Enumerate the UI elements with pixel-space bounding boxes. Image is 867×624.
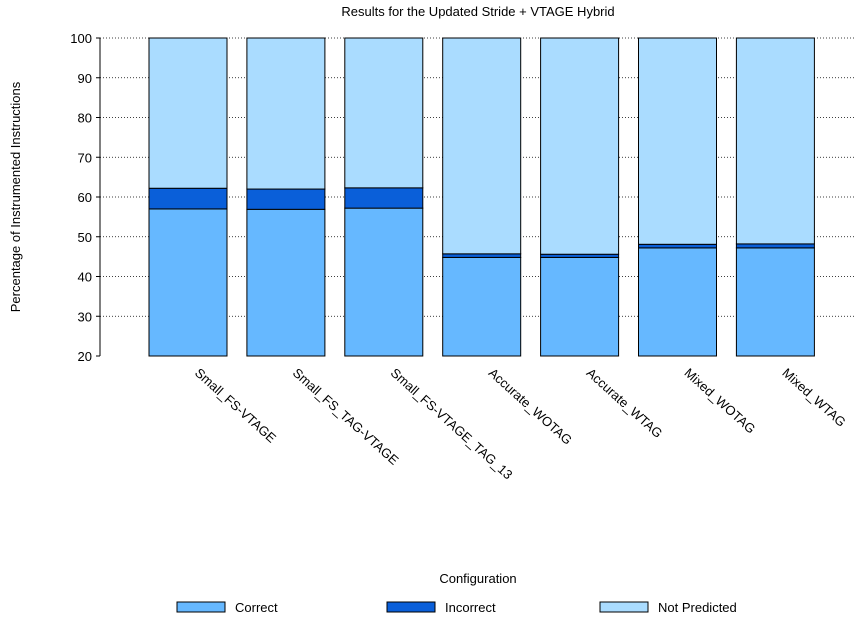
y-tick-label: 40 [78, 270, 92, 285]
bar-segment-not-predicted [442, 37, 522, 255]
x-axis-label: Configuration [439, 571, 516, 586]
bar-segment-correct [344, 207, 424, 357]
bar-segment-incorrect [344, 187, 424, 209]
chart-title: Results for the Updated Stride + VTAGE H… [341, 4, 614, 19]
x-category-label: Small_FS-VTAGE [192, 365, 279, 446]
bar-segment-not-predicted [735, 37, 815, 245]
y-axis-ticks: 20 30 40 50 60 70 80 90 100 [70, 31, 100, 364]
bar-segment-incorrect [442, 253, 522, 258]
x-axis-category-labels: Small_FS-VTAGE Small_FS_TAG-VTAGESmall_FS… [192, 365, 849, 482]
y-tick-label: 100 [70, 31, 92, 46]
bar-segment-correct [148, 208, 228, 357]
x-category-label: Accurate_WTAG [584, 365, 666, 441]
bar-segment-correct [540, 256, 620, 357]
y-tick-label: 20 [78, 349, 92, 364]
bar-segment-correct [735, 247, 815, 357]
y-tick-label: 30 [78, 309, 92, 324]
bar-segment-not-predicted [246, 37, 326, 190]
legend-swatch [386, 601, 436, 613]
bar-segment-not-predicted [540, 37, 620, 255]
bar-segment-correct [442, 256, 522, 357]
bars [148, 37, 815, 357]
x-category-label: Small_FS_TAG-VTAGE [290, 365, 402, 468]
bar-segment-correct [246, 208, 326, 357]
bar-segment-not-predicted [638, 37, 717, 245]
x-category-label: Mixed_WTAG [779, 365, 848, 430]
y-tick-label: 70 [78, 150, 92, 165]
legend-label: Not Predicted [658, 600, 737, 615]
bar-segment-not-predicted [344, 37, 424, 189]
bar-segment-incorrect [148, 187, 228, 210]
x-category-label: Accurate_WOTAG [486, 365, 575, 448]
x-category-label: Mixed_WOTAG [681, 365, 758, 436]
y-tick-label: 60 [78, 190, 92, 205]
legend-swatch [599, 601, 649, 613]
legend: Correct Incorrect Not Predicted [176, 600, 737, 615]
y-axis-label: Percentage of Instrumented Instructions [8, 81, 23, 312]
legend-swatch [176, 601, 226, 613]
legend-label: Incorrect [445, 600, 496, 615]
y-tick-label: 50 [78, 230, 92, 245]
bar-segment-correct [638, 247, 717, 357]
legend-label: Correct [235, 600, 278, 615]
bar-segment-incorrect [246, 188, 326, 210]
y-tick-label: 90 [78, 71, 92, 86]
bar-segment-not-predicted [148, 37, 228, 189]
y-tick-label: 80 [78, 111, 92, 126]
bar-segment-incorrect [735, 243, 815, 249]
bar-segment-incorrect [638, 243, 717, 249]
